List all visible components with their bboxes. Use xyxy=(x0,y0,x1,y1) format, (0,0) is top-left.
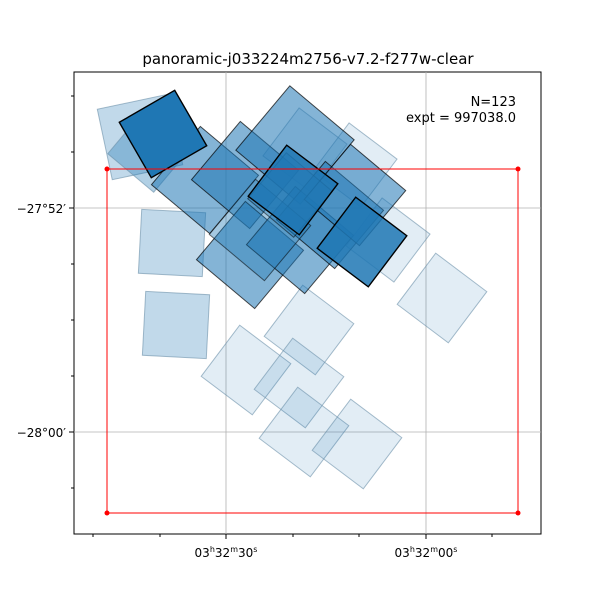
bounding-box-outline xyxy=(106,168,519,514)
bbox-corner xyxy=(515,510,521,516)
x-ticks xyxy=(92,534,493,539)
exposure-footprint xyxy=(311,398,403,490)
x-tick-label: 03h32m00s xyxy=(395,545,458,560)
exposure-footprint xyxy=(137,208,207,278)
exposure-footprint xyxy=(258,386,350,478)
x-tick-label: 03h32m30s xyxy=(195,545,258,560)
count-label: N=123 xyxy=(471,95,516,110)
exposure-footprint xyxy=(396,252,488,344)
bbox-corner xyxy=(104,166,110,172)
exposure-footprint xyxy=(316,196,408,288)
bbox-corner xyxy=(515,166,521,172)
y-tick-label: −27°52′ xyxy=(17,202,67,216)
y-ticks xyxy=(69,95,74,489)
plot-area xyxy=(73,71,542,535)
bounding-box xyxy=(104,166,521,516)
exposure-footprint xyxy=(118,89,208,179)
exposure-footprint xyxy=(247,144,339,236)
exposure-footprint xyxy=(141,290,211,360)
bbox-corner xyxy=(104,510,110,516)
footprints xyxy=(96,85,488,490)
y-tick-label: −28°00′ xyxy=(17,426,67,440)
exptime-label: expt = 997038.0 xyxy=(406,111,516,126)
exposure-footprint xyxy=(200,324,292,416)
chart-title: panoramic-j033224m2756-v7.2-f277w-clear xyxy=(142,50,474,68)
exposure-footprint xyxy=(263,284,355,376)
